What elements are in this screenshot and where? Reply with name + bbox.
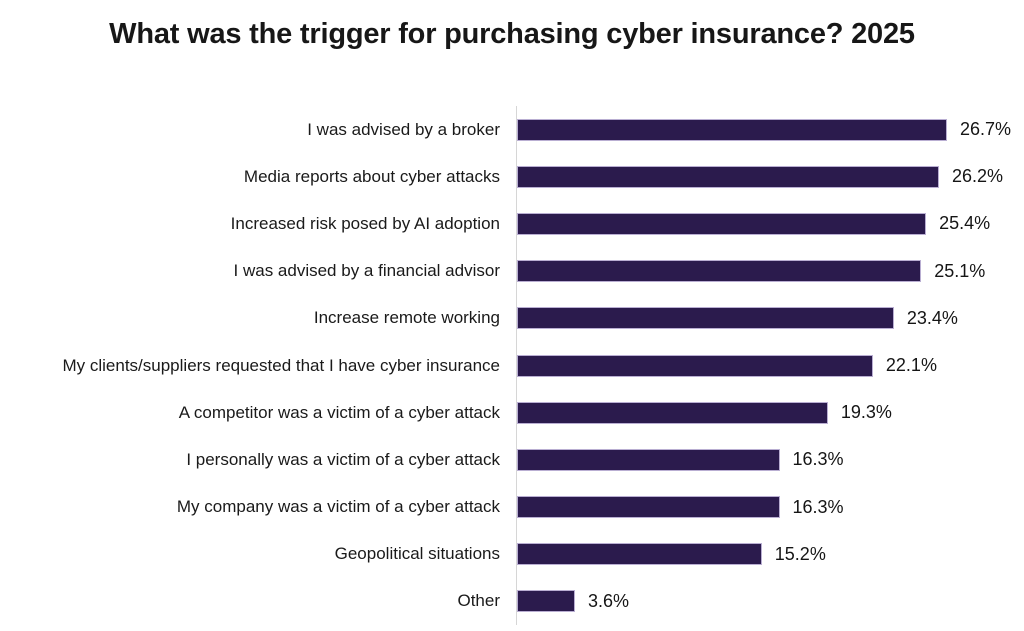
value-label: 25.4% (939, 213, 991, 234)
bar-row: I was advised by a broker 26.7% (0, 106, 1024, 154)
bar (517, 212, 927, 235)
bar (517, 165, 939, 188)
category-label: Other (457, 591, 500, 611)
bar-row: Increase remote working 23.4% (0, 294, 1024, 342)
bar (517, 401, 828, 424)
chart-title: What was the trigger for purchasing cybe… (109, 18, 915, 50)
bar (517, 260, 922, 283)
bar-row: I personally was a victim of a cyber att… (0, 436, 1024, 484)
chart-canvas: What was the trigger for purchasing cybe… (0, 18, 1024, 631)
bar-row: Geopolitical situations 15.2% (0, 530, 1024, 578)
value-label: 16.3% (792, 496, 844, 517)
value-label: 26.2% (951, 166, 1003, 187)
value-label: 19.3% (840, 402, 892, 423)
bar-row: A competitor was a victim of a cyber att… (0, 389, 1024, 437)
bar-track: 23.4% (516, 294, 1024, 342)
category-label: My clients/suppliers requested that I ha… (62, 355, 500, 375)
bar (517, 543, 762, 566)
bar-track: 19.3% (516, 389, 1024, 437)
value-label: 22.1% (885, 355, 937, 376)
category-label: Increased risk posed by AI adoption (230, 213, 500, 233)
value-label: 23.4% (906, 307, 958, 328)
category-label: Media reports about cyber attacks (243, 166, 500, 186)
bar (517, 118, 947, 141)
bar-row: My company was a victim of a cyber attac… (0, 483, 1024, 531)
bar-track: 15.2% (516, 530, 1024, 578)
bar (517, 448, 780, 471)
bar (517, 496, 780, 519)
bar-row: Increased risk posed by AI adoption 25.4% (0, 200, 1024, 248)
category-label: My company was a victim of a cyber attac… (176, 497, 500, 517)
value-label: 16.3% (792, 449, 844, 470)
bar-chart-plot-area: I was advised by a broker 26.7% Media repo… (0, 106, 1024, 626)
bar-track: 16.3% (516, 483, 1024, 531)
value-label: 3.6% (587, 590, 629, 611)
bar-row: Other 3.6% (0, 577, 1024, 626)
bar-row: My clients/suppliers requested that I ha… (0, 341, 1024, 390)
category-label: I was advised by a financial advisor (233, 261, 500, 281)
bar-track: 3.6% (516, 577, 1024, 626)
value-label: 26.7% (960, 119, 1012, 140)
category-label: A competitor was a victim of a cyber att… (178, 402, 500, 422)
value-label: 25.1% (934, 260, 986, 281)
bar (517, 354, 873, 377)
bar-track: 26.2% (516, 153, 1024, 201)
bar-track: 16.3% (516, 436, 1024, 484)
value-label: 15.2% (774, 543, 826, 564)
bar-track: 22.1% (516, 341, 1024, 390)
bar-track: 25.4% (516, 200, 1024, 248)
category-label: Geopolitical situations (334, 544, 500, 564)
category-label: I was advised by a broker (307, 119, 500, 139)
bar (517, 590, 575, 613)
bar-track: 26.7% (516, 106, 1024, 154)
bar-row: Media reports about cyber attacks 26.2% (0, 153, 1024, 201)
bar (517, 307, 894, 330)
category-label: Increase remote working (313, 308, 500, 328)
category-label: I personally was a victim of a cyber att… (186, 449, 500, 469)
bar-track: 25.1% (516, 247, 1024, 295)
bar-row: I was advised by a financial advisor 25.1… (0, 247, 1024, 295)
